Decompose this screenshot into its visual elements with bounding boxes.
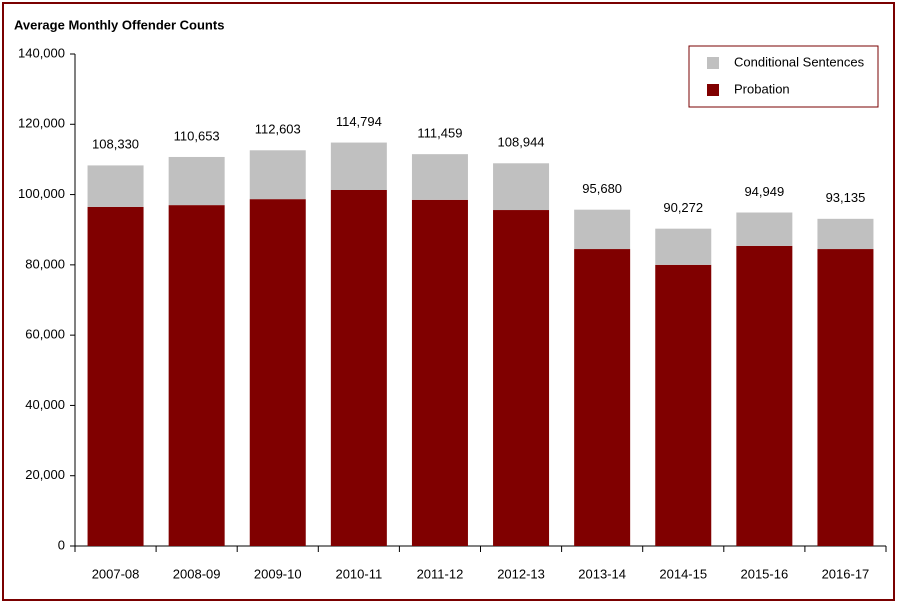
- y-tick-label: 100,000: [18, 186, 65, 201]
- total-label: 90,272: [663, 200, 703, 215]
- x-tick-label: 2010-11: [335, 566, 382, 581]
- bar-segment: [168, 156, 225, 206]
- bar-segment: [574, 249, 631, 547]
- bar-segment: [411, 154, 468, 200]
- legend-label: Probation: [734, 81, 790, 96]
- y-tick-label: 120,000: [18, 116, 65, 131]
- bar-segment: [574, 209, 631, 250]
- bar-segment: [493, 210, 550, 546]
- bar-segment: [168, 205, 225, 546]
- bar-segment: [411, 199, 468, 547]
- total-label: 108,944: [498, 135, 545, 150]
- bar-segment: [87, 206, 144, 546]
- x-tick-label: 2016-17: [822, 566, 870, 581]
- y-tick-label: 20,000: [25, 467, 65, 482]
- legend-swatch: [707, 84, 719, 96]
- x-tick-label: 2012-13: [497, 566, 545, 581]
- y-tick-label: 80,000: [25, 256, 65, 271]
- bar-segment: [87, 165, 144, 207]
- total-label: 111,459: [417, 126, 462, 141]
- bar-segment: [330, 190, 387, 546]
- y-tick-label: 40,000: [25, 397, 65, 412]
- legend-label: Conditional Sentences: [734, 54, 865, 69]
- x-tick-label: 2009-10: [254, 566, 302, 581]
- y-tick-label: 140,000: [18, 45, 65, 60]
- bar-segment: [249, 150, 306, 200]
- total-label: 94,949: [744, 184, 784, 199]
- total-label: 93,135: [826, 190, 866, 205]
- bar-segment: [655, 264, 712, 546]
- x-tick-label: 2014-15: [659, 566, 707, 581]
- bar-segment: [330, 142, 387, 191]
- legend-swatch: [707, 57, 719, 69]
- bar-segment: [249, 199, 306, 546]
- total-label: 112,603: [255, 122, 301, 137]
- x-tick-label: 2008-09: [173, 566, 221, 581]
- bar-segment: [736, 212, 793, 246]
- total-label: 108,330: [92, 137, 139, 152]
- bar-segment: [655, 228, 712, 265]
- x-tick-label: 2015-16: [740, 566, 788, 581]
- x-tick-label: 2007-08: [92, 566, 140, 581]
- x-tick-label: 2013-14: [578, 566, 626, 581]
- bar-segment: [817, 249, 874, 547]
- chart-title: Average Monthly Offender Counts: [14, 17, 224, 32]
- legend-box: [688, 45, 879, 108]
- y-tick-label: 0: [58, 537, 65, 552]
- bar-segment: [493, 163, 550, 211]
- x-tick-label: 2011-12: [417, 566, 464, 581]
- bar-segment: [817, 218, 874, 250]
- total-label: 114,794: [336, 114, 382, 129]
- total-label: 95,680: [582, 181, 622, 196]
- bar-segment: [736, 245, 793, 546]
- y-tick-label: 60,000: [25, 327, 65, 342]
- total-label: 110,653: [174, 129, 220, 144]
